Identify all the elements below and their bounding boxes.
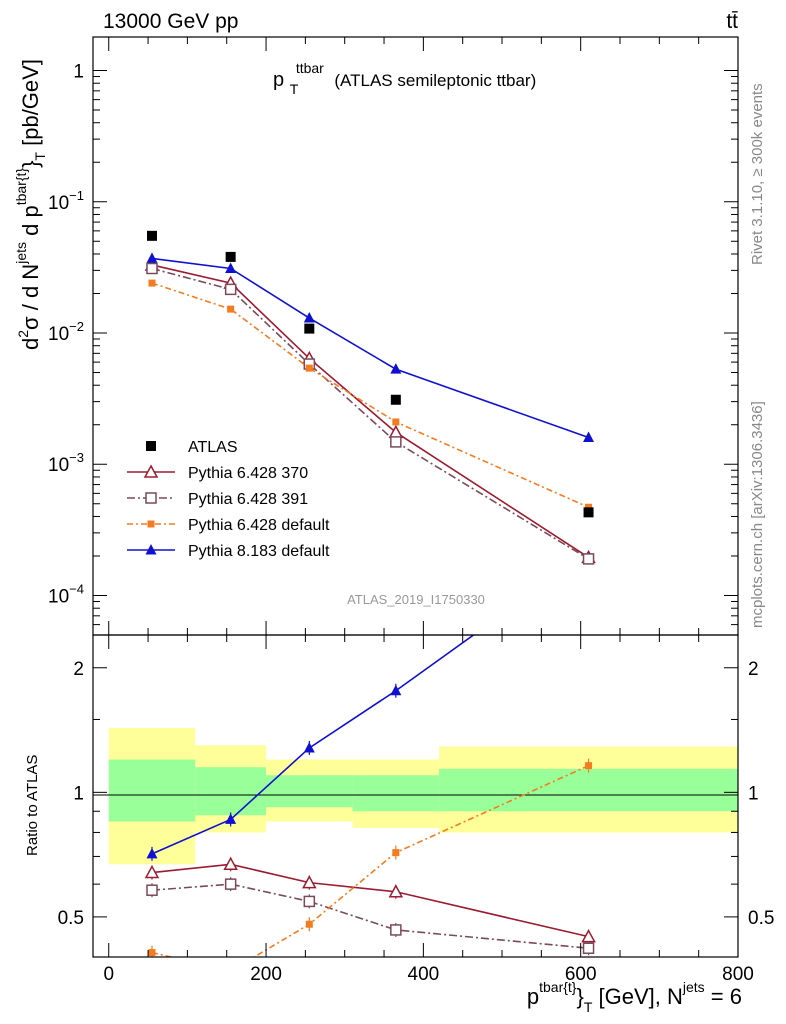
point-pythia8 [583, 431, 595, 442]
y-tick-label-upper: 1 [73, 62, 84, 83]
x-tick-label: 400 [408, 964, 440, 985]
analysis-id: ATLAS_2019_I1750330 [347, 592, 485, 607]
point-pythia8 [225, 262, 237, 274]
legend-marker-pythia8 [145, 544, 157, 555]
y-axis-label-lower: Ratio to ATLAS [24, 755, 41, 856]
y-tick-label-upper: 10−1 [48, 188, 84, 214]
point-atlas [583, 507, 594, 518]
legend-label-pythia6_391: Pythia 6.428 391 [188, 491, 308, 508]
y-tick-label-upper: 10−3 [48, 450, 84, 476]
ratio-point-pythia6_391 [224, 878, 237, 890]
ratio-point-pythia6_391 [303, 895, 316, 908]
plot-title-sup: ttbar [296, 60, 324, 76]
point-pythia6_default [148, 279, 156, 287]
legend-label-atlas: ATLAS [188, 439, 238, 456]
y-tick-label-lower: 1 [73, 783, 84, 804]
ratio-point-pythia6_default [148, 949, 156, 957]
point-pythia6_391 [146, 262, 158, 275]
legend-label-pythia6_default: Pythia 6.428 default [188, 517, 330, 534]
x-tick-label: 0 [103, 964, 114, 985]
ratio-point-pythia6_370 [388, 884, 404, 898]
point-atlas [146, 230, 157, 241]
lower-panel-frame [92, 634, 739, 958]
point-atlas [390, 394, 401, 405]
ratio-line-pythia6_391 [151, 883, 589, 950]
plot-title-rest: (ATLAS semileptonic ttbar) [334, 71, 536, 90]
ratio-point-pythia8 [390, 684, 402, 696]
y-tick-label-lower-right: 0.5 [748, 908, 774, 929]
ratio-point-pythia6_370 [144, 864, 160, 879]
header-energy: 13000 GeV pp [103, 10, 238, 33]
y-tick-label-lower: 2 [73, 659, 84, 680]
x-tick-label: 200 [250, 964, 282, 985]
y-tick-label-lower-right: 1 [748, 783, 759, 804]
point-atlas [225, 251, 236, 262]
legend-marker-pythia6_391 [145, 492, 157, 504]
ratio-point-pythia8 [146, 847, 158, 859]
header-process: tt̄ [726, 10, 738, 33]
band-inner [352, 775, 440, 812]
y-tick-label-upper: 10−2 [48, 319, 84, 345]
ratio-point-pythia8 [303, 741, 315, 753]
plot-title-p: p [273, 69, 284, 91]
axis-ticks: 0 200 400 600 800 1 10−1 10−2 10−3 10−4 0.5 0.5 1 1 2 2 [48, 37, 774, 985]
ratio-point-pythia6_391 [582, 942, 595, 954]
ratio-point-pythia6_default [392, 849, 400, 857]
point-pythia8 [146, 252, 158, 263]
legend-marker-pythia6_370 [143, 464, 159, 478]
point-pythia8 [303, 312, 315, 323]
plot-title-sub: T [290, 81, 299, 97]
uncertainty-bands [108, 728, 738, 865]
point-pythia8 [390, 363, 402, 374]
y-tick-label-lower-right: 2 [748, 659, 759, 680]
y-tick-label-upper: 10−4 [48, 581, 84, 607]
series-line-pythia6_default [151, 282, 589, 509]
ratio-point-pythia8 [225, 813, 237, 824]
point-pythia6_default [392, 418, 400, 426]
legend: ATLAS Pythia 6.428 370 Pythia 6.428 391 Pyt… [127, 439, 330, 560]
point-pythia6_default [227, 305, 235, 313]
ratio-point-pythia6_391 [390, 924, 402, 936]
ratio-point-pythia6_default [227, 968, 234, 975]
band-inner [108, 759, 196, 822]
x-tick-label: 800 [722, 964, 754, 985]
point-pythia6_391 [582, 553, 595, 565]
band-inner [266, 775, 353, 808]
y-axis-label-upper: d2σ / d Njets d ptbar{t}}T [pb/GeV] [13, 59, 48, 350]
series-line-pythia6_370 [151, 264, 589, 559]
band-inner [439, 768, 738, 812]
point-pythia6_391 [224, 283, 237, 296]
ratio-point-pythia6_default [305, 920, 313, 928]
point-pythia6_391 [390, 436, 402, 448]
x-tick-label: 600 [565, 964, 597, 985]
rivet-version: Rivet 3.1.10, ≥ 300k events [749, 83, 766, 265]
point-atlas [304, 323, 315, 334]
legend-marker-atlas [146, 441, 156, 451]
spectrum-series [144, 230, 596, 565]
x-axis-label: ptbar{t}}T [GeV], Njets = 6 [527, 979, 742, 1015]
band-inner [195, 767, 267, 816]
plot-title: p T ttbar (ATLAS semileptonic ttbar) [273, 56, 536, 99]
mcplots-credit: mcplots.cern.ch [arXiv:1306.3436] [749, 401, 766, 628]
ratio-point-pythia6_391 [146, 884, 158, 896]
legend-label-pythia8: Pythia 8.183 default [188, 543, 330, 560]
ratio-line-pythia6_370 [151, 863, 589, 938]
legend-marker-pythia6_default [147, 520, 155, 528]
ratio-series [144, 635, 596, 975]
series-line-pythia6_391 [151, 267, 589, 560]
legend-label-pythia6_370: Pythia 6.428 370 [188, 465, 308, 482]
y-tick-label-lower: 0.5 [58, 908, 84, 929]
ratio-point-pythia6_370 [223, 856, 238, 871]
point-pythia6_default [585, 503, 593, 511]
point-pythia6_default [305, 364, 313, 372]
ratio-point-pythia6_default [585, 762, 593, 770]
ratio-point-pythia6_370 [302, 875, 317, 889]
